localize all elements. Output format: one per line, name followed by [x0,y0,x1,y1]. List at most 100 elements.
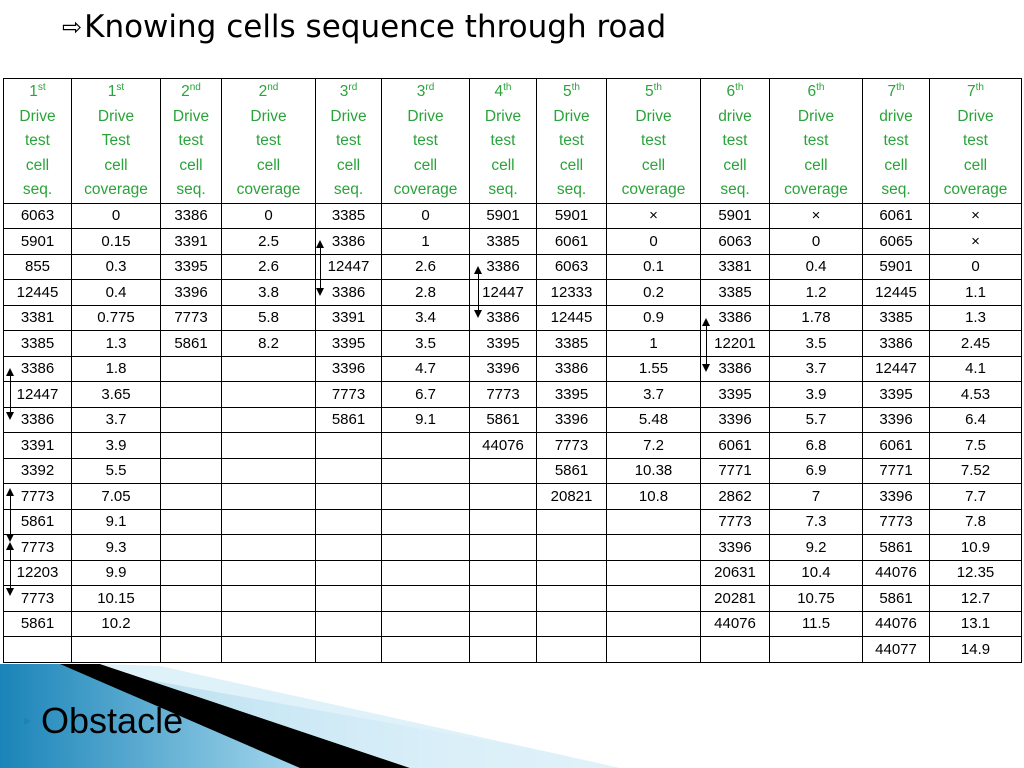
header-label-line: seq. [488,181,518,199]
table-cell [536,508,607,536]
table-cell: 3396 [536,406,607,434]
header-ordinal: 5 [563,83,572,100]
table-cell: 0 [381,202,470,230]
header-ordinal: 4 [494,83,504,100]
table-cell: 5861 [862,585,930,612]
header-label-line: test [883,132,909,150]
table-cell: 7.3 [769,508,863,536]
header-label-line: Drive [407,107,444,125]
header-label-line: seq. [556,181,587,199]
table-cell: 3386 [700,304,770,332]
header-label-line: drive [718,107,752,125]
table-cell [381,585,470,612]
header-label-line: seq. [881,181,911,199]
table-cell: 3396 [700,406,770,434]
table-cell [606,610,701,638]
table-cell: 10.75 [769,585,863,612]
header-ordinal-suffix: th [975,82,984,93]
table-cell: 12.35 [929,559,1022,587]
table-cell: 44076 [862,559,930,587]
table-cell: 7773 [160,304,222,332]
table-cell [160,355,222,383]
table-cell: 10.15 [71,585,161,612]
table-cell: 20821 [536,483,607,510]
table-cell: 3391 [3,432,72,459]
table-row: 5901 0.15 3391 2.5 3386 1 3385 6061 0 6063 0 6065 × [3,228,1022,255]
table-cell [469,559,537,587]
table-cell: 5.5 [71,457,161,485]
table-cell: 5861 [536,457,607,485]
table-cell [221,559,316,587]
column-header: 1st Drive test cell seq. [3,78,72,204]
table-cell: 5861 [862,534,930,561]
table-cell: 3.5 [769,330,863,357]
header-label-line: cell [559,156,584,174]
table-cell: 7773 [536,432,607,459]
table-cell: 5.8 [221,304,316,332]
column-header: 5th Drive test cell coverage [606,78,701,204]
table-cell: 6.7 [381,381,470,408]
table-cell: 3395 [700,381,770,408]
header-ordinal: 6 [807,83,817,100]
table-cell: 6063 [3,202,72,230]
table-cell [160,585,222,612]
table-cell [469,457,537,485]
table-cell [221,432,316,459]
table-cell: 0.15 [71,228,161,255]
header-label-line: test [803,132,829,150]
table-cell: 9.9 [71,559,161,587]
table-cell [315,457,382,485]
header-label-line: cell [104,156,128,174]
table-cell [606,508,701,536]
table-row: 12203 9.9 20631 10.4 44076 12.35 [3,559,1022,587]
table-cell: 6061 [862,202,930,230]
table-cell: 9.2 [769,534,863,561]
table-cell: 12447 [862,355,930,383]
table-cell [469,636,537,663]
slide-title-text: Knowing cells sequence through road [84,9,667,45]
table-cell: 4.1 [929,355,1022,383]
table-cell: 0.2 [606,279,701,306]
header-ordinal: 2 [181,83,190,100]
table-row: 855 0.3 3395 2.6 12447 2.6 3386 6063 0.1 3381 0.4 5… [3,253,1022,281]
table-cell: 1.3 [71,330,161,357]
table-cell: 3381 [700,253,770,281]
table-cell: 7.52 [929,457,1022,485]
table-cell [381,636,470,663]
table-cell: 7773 [700,508,770,536]
header-label-line: cell [723,156,747,174]
table-cell: 7.5 [929,432,1022,459]
table-cell [536,610,607,638]
table-cell: 7.05 [71,483,161,510]
table-cell: 3.7 [71,406,161,434]
table-cell: 0.775 [71,304,161,332]
header-label-line: Drive [797,107,835,125]
table-cell: 6065 [862,228,930,255]
header-label-line: test [641,132,666,150]
table-cell: 12447 [3,381,72,408]
table-cell: 3395 [160,253,222,281]
column-header: 6th Drive test cell coverage [769,78,863,204]
table-cell [221,534,316,561]
table-cell [221,457,316,485]
table-cell: 3395 [536,381,607,408]
table-cell: 7.2 [606,432,701,459]
header-ordinal-suffix: st [37,82,46,93]
table-cell: 3396 [862,483,930,510]
table-cell [315,508,382,536]
header-ordinal-suffix: th [816,82,825,93]
header-ordinal: 7 [887,83,897,100]
header-ordinal: 1 [29,83,38,100]
header-label-line: test [413,132,438,150]
table-cell: 6.4 [929,406,1022,434]
table-cell: 5861 [315,406,382,434]
table-cell [606,559,701,587]
footer-decoration [0,664,640,768]
header-label-line: cell [641,156,666,174]
header-label-line: drive [879,107,913,125]
column-header: 3rd Drive test cell seq. [315,78,382,204]
table-cell: 3386 [315,279,382,306]
table-row: 3381 0.775 7773 5.8 3391 3.4 3386 12445 0.9 3386 1… [3,304,1022,332]
table-cell [315,559,382,587]
table-cell: 3386 [536,355,607,383]
